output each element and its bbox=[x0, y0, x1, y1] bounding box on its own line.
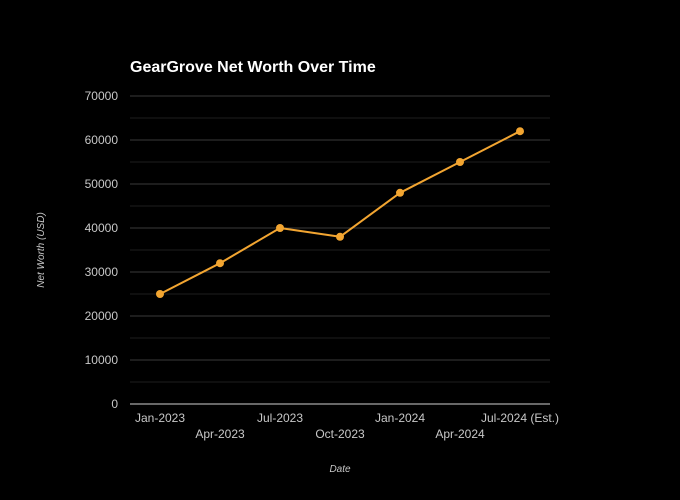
y-tick-label: 0 bbox=[111, 397, 118, 411]
y-tick-label: 50000 bbox=[85, 177, 119, 191]
y-tick-label: 60000 bbox=[85, 133, 119, 147]
y-axis-title: Net Worth (USD) bbox=[36, 212, 47, 288]
y-tick-label: 20000 bbox=[85, 309, 119, 323]
chart-title: GearGrove Net Worth Over Time bbox=[130, 59, 376, 76]
data-point bbox=[456, 158, 464, 166]
data-point bbox=[276, 224, 284, 232]
data-point bbox=[516, 127, 524, 136]
series-line bbox=[159, 130, 521, 295]
x-tick-label: Jul-2023 bbox=[257, 411, 303, 425]
y-tick-label: 30000 bbox=[85, 265, 119, 279]
y-tick-label: 40000 bbox=[85, 221, 119, 235]
x-tick-label: Oct-2023 bbox=[315, 427, 365, 441]
x-axis-title: Date bbox=[329, 464, 351, 475]
series bbox=[156, 127, 524, 298]
grid bbox=[130, 95, 550, 383]
y-tick-label: 70000 bbox=[85, 89, 119, 103]
data-point bbox=[396, 188, 404, 197]
data-point bbox=[216, 259, 224, 268]
y-axis-ticks: 0 10000 20000 30000 40000 50000 60000 70000 bbox=[85, 89, 119, 411]
x-tick-label: Jul-2024 (Est.) bbox=[481, 411, 559, 425]
data-point bbox=[336, 232, 344, 241]
x-tick-label: Apr-2023 bbox=[195, 427, 245, 441]
x-axis-ticks: Jan-2023 Apr-2023 Jul-2023 Oct-2023 Jan-2024… bbox=[135, 411, 559, 441]
data-point bbox=[156, 290, 164, 298]
y-tick-label: 10000 bbox=[85, 353, 119, 367]
x-tick-label: Jan-2024 bbox=[375, 411, 425, 425]
x-tick-label: Jan-2023 bbox=[135, 411, 185, 425]
x-tick-label: Apr-2024 bbox=[435, 427, 485, 441]
